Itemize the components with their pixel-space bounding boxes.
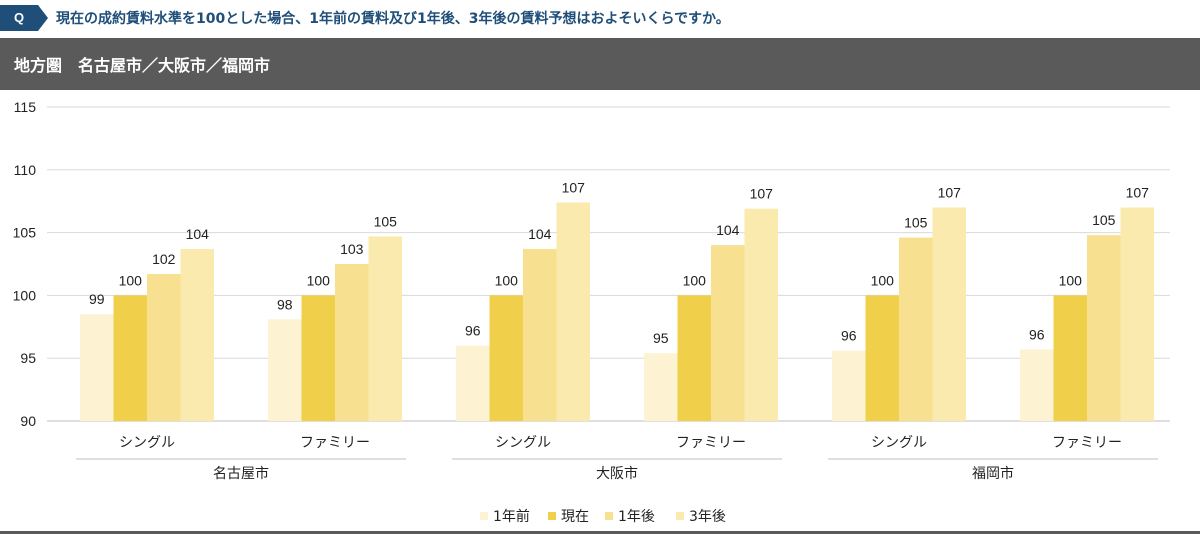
legend-swatch-2 — [548, 512, 556, 520]
legend-swatch-1 — [480, 512, 488, 520]
y-tick-label: 115 — [14, 99, 37, 115]
bar-3-1-1 — [832, 350, 866, 421]
data-label: 104 — [528, 226, 552, 242]
y-tick-label: 95 — [20, 350, 36, 366]
bar-1-2-1 — [268, 319, 302, 421]
bar-2-1-1 — [456, 345, 490, 421]
data-label: 95 — [653, 330, 669, 346]
data-label: 105 — [904, 215, 928, 231]
legend-label-3: 1年後 — [618, 509, 655, 525]
category-label: ファミリー — [1052, 435, 1122, 451]
data-label: 107 — [1126, 184, 1150, 200]
legend-label-1: 1年前 — [493, 508, 530, 525]
data-label: 107 — [938, 184, 962, 200]
bar-chart: 90 95 100 105 110 115 99 100 102 104 シングル 98 100 103 1… — [13, 99, 1170, 525]
legend-label-4: 3年後 — [689, 509, 726, 525]
category-label: ファミリー — [300, 435, 370, 451]
data-label: 100 — [307, 272, 331, 288]
bar-2-1-3 — [523, 248, 557, 421]
bar-2-2-4 — [744, 208, 778, 421]
q-badge: Q — [0, 5, 48, 31]
data-label: 100 — [119, 272, 143, 288]
data-label: 100 — [495, 272, 519, 288]
bar-2-2-2 — [677, 295, 711, 421]
data-label: 98 — [277, 296, 293, 312]
data-label: 107 — [562, 179, 586, 195]
region-bar: 地方圏 名古屋市／大阪市／福岡市 — [0, 38, 1200, 90]
bar-1-2-2 — [301, 295, 335, 421]
legend-swatch-4 — [676, 512, 684, 520]
category-label: シングル — [495, 435, 551, 451]
chart-area: 90 95 100 105 110 115 99 100 102 104 シングル 98 100 103 1… — [0, 90, 1200, 534]
bar-2-2-3 — [711, 245, 745, 421]
bar-1-1-1 — [80, 314, 114, 421]
bar-3-1-4 — [932, 207, 966, 421]
data-label: 100 — [683, 272, 707, 288]
data-label: 104 — [716, 222, 740, 238]
data-label: 105 — [374, 213, 398, 229]
data-label: 104 — [186, 226, 210, 242]
bar-3-2-1 — [1020, 349, 1054, 421]
bar-3-2-4 — [1120, 207, 1154, 421]
legend-swatch-3 — [605, 512, 613, 520]
city-label: 福岡市 — [972, 465, 1014, 482]
data-label: 96 — [1029, 326, 1045, 342]
data-label: 96 — [841, 328, 857, 344]
city-label: 名古屋市 — [213, 465, 269, 482]
question-row: Q 現在の成約賃料水準を100とした場合、1年前の賃料及び1年後、3年後の賃料予… — [0, 0, 1200, 36]
bar-3-2-2 — [1053, 295, 1087, 421]
data-label: 96 — [465, 323, 481, 339]
data-label: 105 — [1092, 212, 1116, 228]
category-label: シングル — [871, 435, 927, 451]
data-label: 102 — [152, 251, 176, 267]
bar-2-1-4 — [556, 202, 590, 421]
data-label: 100 — [1059, 272, 1083, 288]
question-text: 現在の成約賃料水準を100とした場合、1年前の賃料及び1年後、3年後の賃料予想は… — [56, 11, 730, 27]
category-label: ファミリー — [676, 435, 746, 451]
bar-3-1-2 — [865, 295, 899, 421]
bar-1-1-4 — [180, 248, 214, 421]
category-label: シングル — [119, 435, 175, 451]
bar-1-2-4 — [368, 236, 402, 421]
bar-3-2-3 — [1087, 235, 1121, 421]
bar-3-1-3 — [899, 237, 933, 421]
data-label: 107 — [750, 186, 774, 202]
y-tick-label: 105 — [13, 225, 37, 241]
data-label: 100 — [871, 272, 895, 288]
y-tick-label: 100 — [13, 287, 37, 303]
bar-1-1-3 — [147, 274, 181, 421]
bar-1-2-3 — [335, 264, 369, 421]
legend-label-2: 現在 — [561, 509, 589, 525]
bar-2-1-2 — [489, 295, 523, 421]
bar-2-2-1 — [644, 353, 678, 421]
y-tick-label: 110 — [14, 162, 37, 178]
data-label: 103 — [340, 241, 364, 257]
data-label: 99 — [89, 291, 105, 307]
bottom-divider — [0, 531, 1200, 534]
bar-1-1-2 — [113, 295, 147, 421]
region-title: 地方圏 名古屋市／大阪市／福岡市 — [14, 56, 271, 75]
y-tick-label: 90 — [20, 413, 36, 429]
city-label: 大阪市 — [596, 465, 638, 482]
